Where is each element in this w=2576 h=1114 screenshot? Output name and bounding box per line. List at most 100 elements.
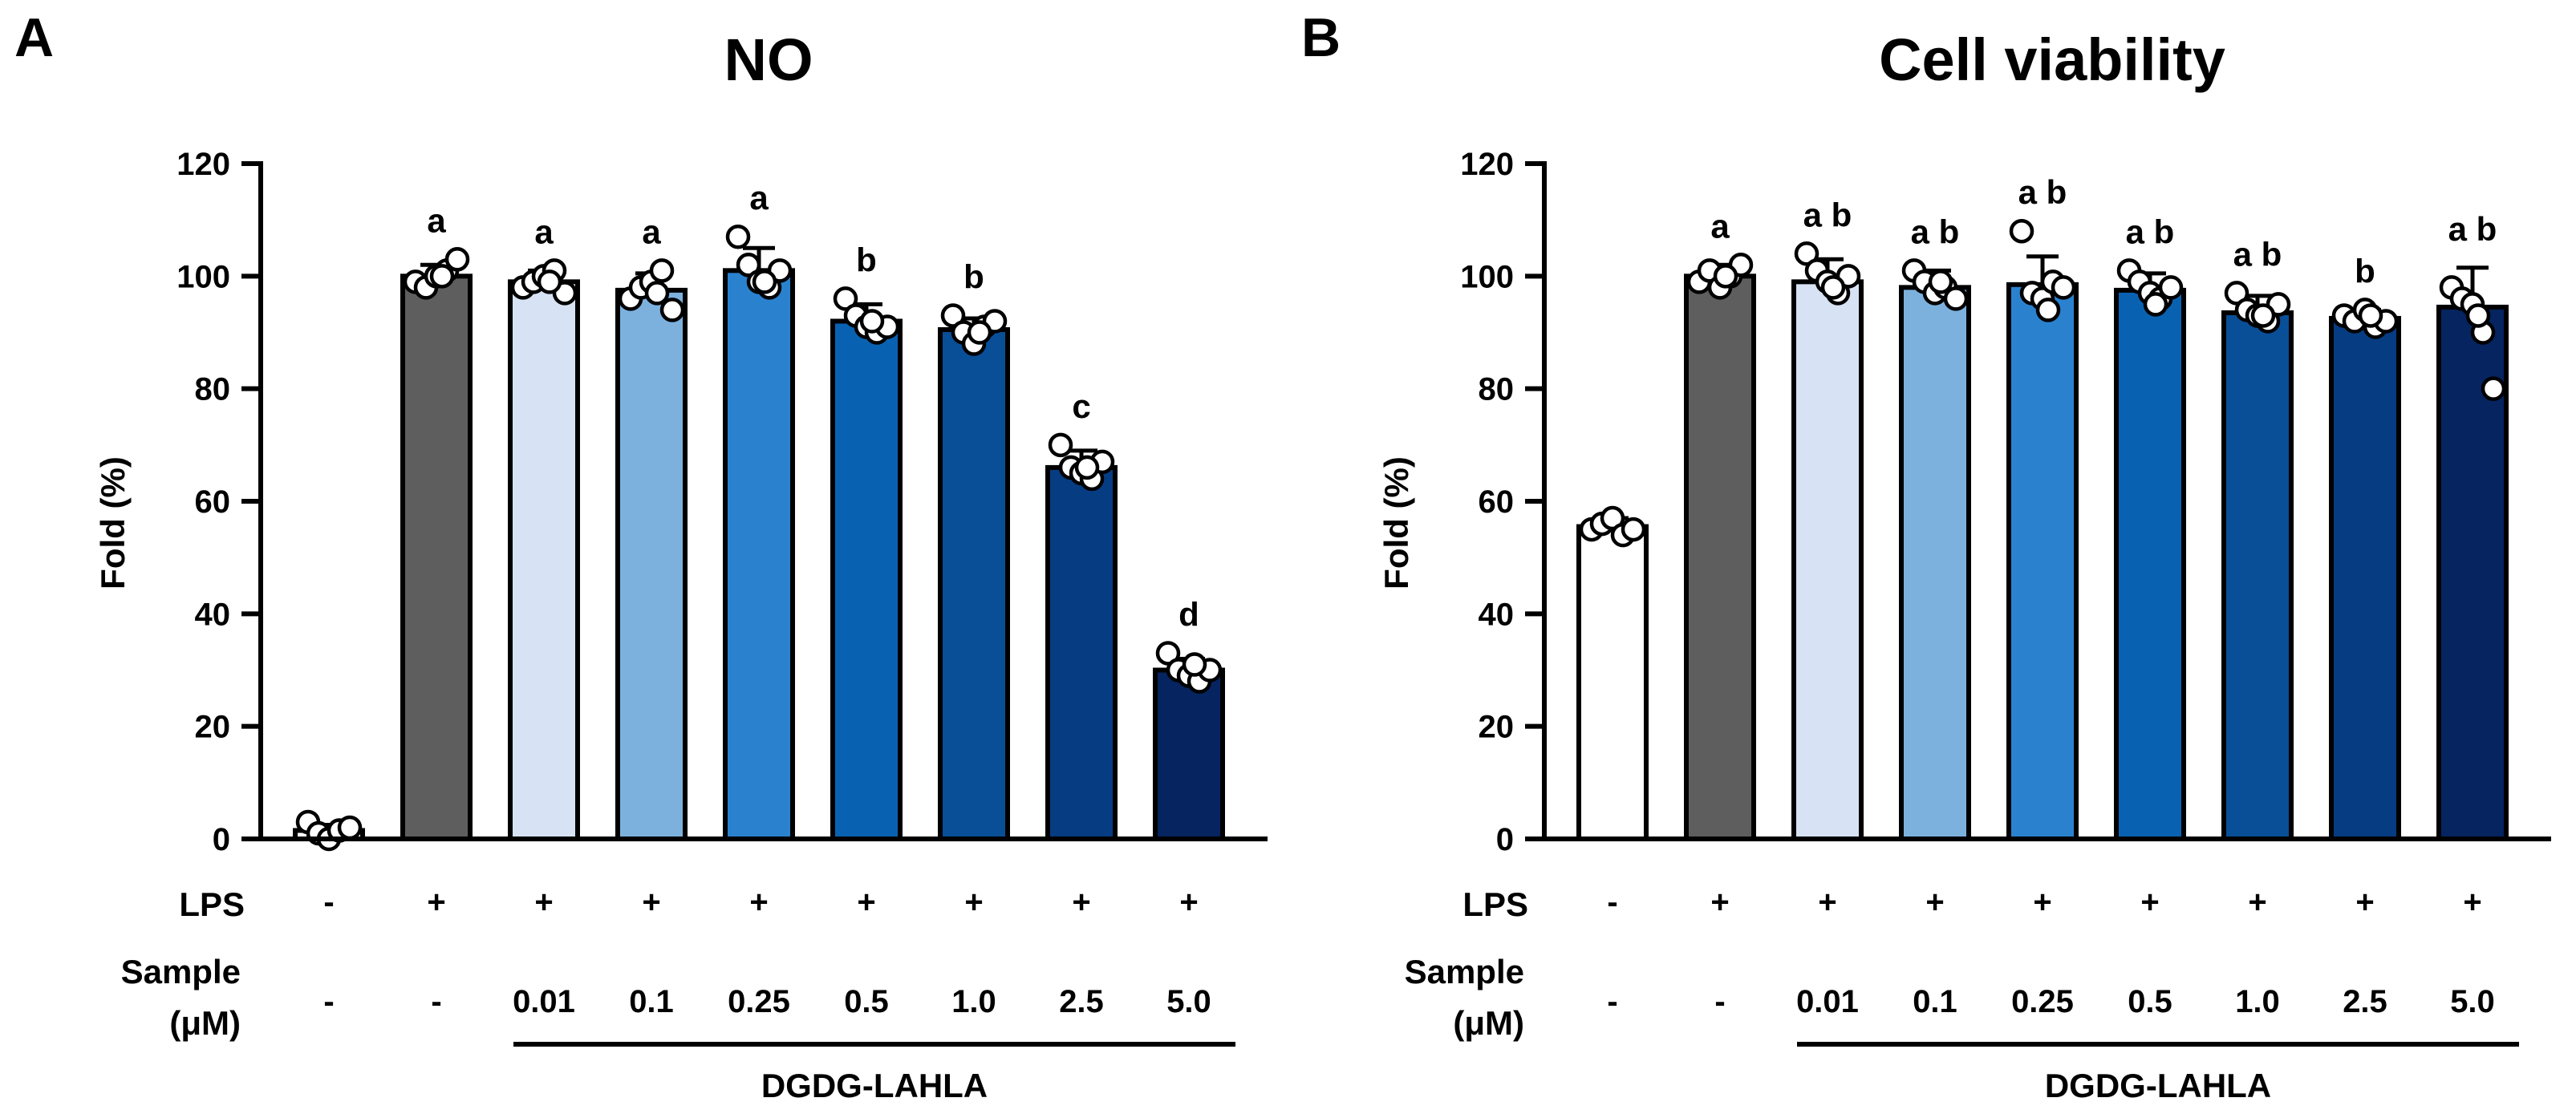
lps-indicator: +: [2355, 885, 2374, 920]
data-point: [537, 269, 562, 294]
lps-indicator: +: [2463, 885, 2481, 920]
significance-letter: a b: [1803, 196, 1852, 233]
data-point: [859, 309, 885, 334]
lps-indicator: -: [1607, 885, 1617, 920]
data-point: [659, 298, 685, 322]
data-point: [2250, 303, 2276, 328]
group-label: DGDG-LAHLA: [2045, 1067, 2271, 1104]
group-label: DGDG-LAHLA: [761, 1067, 988, 1104]
sample-concentration: 0.5: [2128, 984, 2172, 1019]
lps-indicator: +: [534, 885, 553, 920]
y-tick-label: 20: [1479, 710, 1515, 745]
panel-letter: A: [14, 7, 54, 68]
chart-title: NO: [724, 26, 813, 93]
sample-concentration: 5.0: [2450, 984, 2495, 1019]
y-tick-label: 80: [195, 372, 231, 407]
bar: [615, 287, 688, 841]
sample-concentration: 0.1: [629, 984, 674, 1019]
data-point: [2358, 303, 2383, 328]
sample-concentration: -: [323, 984, 334, 1019]
data-point: [2224, 281, 2249, 306]
sample-concentration: -: [1607, 984, 1617, 1019]
sample-concentration: 1.0: [951, 984, 996, 1019]
sample-unit-label: (μM): [1453, 1004, 1524, 1042]
y-tick-label: 100: [176, 259, 230, 294]
sample-concentration: 2.5: [1059, 984, 1104, 1019]
sample-concentration: 0.5: [844, 984, 889, 1019]
lps-row-label: LPS: [179, 885, 245, 923]
significance-letter: b: [2355, 252, 2375, 290]
data-point: [2465, 303, 2491, 328]
bar: [1791, 279, 1864, 842]
data-point: [940, 303, 966, 328]
significance-letter: a b: [1911, 213, 1960, 250]
bar: [508, 279, 580, 842]
data-point: [2158, 275, 2184, 300]
bar: [2114, 287, 2186, 841]
y-tick-label: 0: [1496, 822, 1514, 857]
data-point: [2051, 275, 2076, 300]
data-point: [1794, 241, 1819, 266]
y-tick-label: 40: [195, 597, 231, 632]
significance-letter: d: [1178, 595, 1199, 633]
lps-indicator: +: [642, 885, 660, 920]
sample-concentration: 1.0: [2235, 984, 2280, 1019]
bar: [830, 318, 903, 841]
data-point: [1943, 286, 1969, 311]
significance-letter: b: [856, 241, 877, 278]
sample-row-label: Sample: [121, 953, 241, 990]
data-point: [444, 247, 470, 272]
data-point: [1928, 269, 1953, 294]
lps-indicator: +: [2140, 885, 2159, 920]
y-tick-label: 40: [1479, 597, 1515, 632]
data-point: [644, 281, 670, 306]
lps-indicator: +: [1710, 885, 1729, 920]
data-point: [2143, 292, 2168, 317]
significance-letter: a: [749, 179, 769, 217]
sample-row-label: Sample: [1405, 953, 1524, 990]
significance-letter: a b: [2018, 173, 2067, 211]
data-point: [1048, 432, 1073, 458]
panel-letter: B: [1301, 7, 1341, 68]
significance-letter: a b: [2233, 235, 2282, 273]
bar: [400, 273, 473, 842]
significance-letter: b: [963, 257, 984, 295]
chart-title: Cell viability: [1879, 26, 2225, 93]
significance-letter: a: [642, 213, 661, 250]
y-tick-label: 80: [1479, 372, 1515, 407]
data-point: [967, 320, 992, 345]
y-tick-label: 100: [1460, 259, 1514, 294]
data-point: [1621, 516, 1646, 542]
bar: [2329, 315, 2401, 842]
y-tick-label: 120: [1460, 147, 1514, 182]
sample-unit-label: (μM): [169, 1004, 241, 1042]
y-tick-label: 60: [195, 484, 231, 520]
data-point: [649, 258, 675, 283]
lps-indicator: -: [323, 885, 334, 920]
bar: [1153, 667, 1225, 841]
significance-letter: a b: [2126, 213, 2175, 250]
y-tick-label: 0: [213, 822, 230, 857]
data-point: [1155, 641, 1181, 666]
data-point: [752, 269, 777, 294]
bar: [2221, 310, 2294, 842]
significance-letter: a: [534, 213, 554, 250]
data-point: [2035, 298, 2061, 322]
sample-concentration: 0.25: [728, 984, 790, 1019]
sample-concentration: -: [431, 984, 441, 1019]
lps-indicator: +: [1179, 885, 1198, 920]
sample-concentration: -: [1714, 984, 1725, 1019]
bar: [1684, 273, 1756, 842]
sample-concentration: 0.1: [1913, 984, 1957, 1019]
sample-concentration: 0.01: [513, 984, 575, 1019]
data-point: [833, 286, 858, 311]
data-point: [1713, 264, 1738, 289]
data-point: [736, 253, 761, 277]
panel-a: A NO Fold (%) 0 20 40 60 80 100 120 a a a a b b c d L…: [14, 7, 1268, 1104]
sample-concentration: 5.0: [1166, 984, 1211, 1019]
data-point: [2009, 218, 2034, 244]
lps-indicator: +: [749, 885, 768, 920]
significance-letter: a: [1710, 207, 1730, 245]
data-point: [2481, 376, 2506, 401]
